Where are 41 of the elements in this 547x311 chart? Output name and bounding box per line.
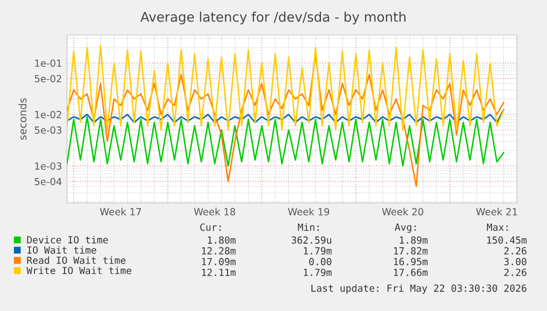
line-series bbox=[67, 44, 504, 131]
legend-label: IO Wait time bbox=[27, 246, 96, 254]
line-series bbox=[67, 116, 504, 167]
text: 16.95m bbox=[394, 258, 428, 266]
y-axis-title: seconds bbox=[18, 98, 27, 140]
x-tick-label: Week 18 bbox=[194, 208, 236, 216]
text: 2.26 bbox=[504, 247, 526, 255]
text: 2.26 bbox=[504, 268, 526, 276]
text: 150.45m bbox=[487, 236, 527, 244]
y-tick-label: 1e-01 bbox=[35, 59, 62, 67]
text: Avg: bbox=[394, 224, 416, 233]
legend-label: Read IO Wait time bbox=[27, 256, 126, 264]
text: 12.11m bbox=[202, 268, 236, 276]
x-tick-label: Week 19 bbox=[288, 208, 330, 216]
text: 17.09m bbox=[202, 258, 236, 266]
text: 17.82m bbox=[394, 247, 428, 255]
x-tick-label: Week 17 bbox=[100, 208, 141, 216]
chart-title: Average latency for /dev/sda - by month bbox=[140, 12, 406, 24]
y-tick-label: 5e-04 bbox=[34, 178, 62, 186]
text: Min: bbox=[298, 223, 319, 231]
legend-label: Write IO Wait time bbox=[26, 266, 132, 274]
y-tick-label: 5e-03 bbox=[34, 126, 62, 134]
text: Last update: Fri May 22 03:30:30 2026 bbox=[311, 284, 526, 294]
text: 17.66m bbox=[394, 268, 428, 276]
text: Max: bbox=[486, 224, 508, 231]
text: 1.79m bbox=[304, 247, 332, 255]
line-series bbox=[67, 109, 504, 124]
y-tick-label: 5e-02 bbox=[34, 74, 62, 82]
text: 3.00 bbox=[504, 258, 526, 266]
text: 1.80m bbox=[208, 236, 236, 244]
text: 1.89m bbox=[400, 236, 428, 244]
x-tick-label: Week 20 bbox=[382, 208, 424, 216]
legend-label: Device IO time bbox=[27, 236, 108, 244]
text: 362.59u bbox=[292, 236, 332, 244]
x-tick-label: Week 21 bbox=[476, 208, 517, 216]
text: 12.28m bbox=[202, 247, 236, 255]
text: 1.79m bbox=[304, 268, 332, 276]
text: Cur: bbox=[200, 223, 221, 231]
y-tick-label: 1e-03 bbox=[35, 162, 62, 170]
text: 0.00 bbox=[309, 258, 332, 266]
y-tick-label: 1e-02 bbox=[35, 110, 62, 118]
